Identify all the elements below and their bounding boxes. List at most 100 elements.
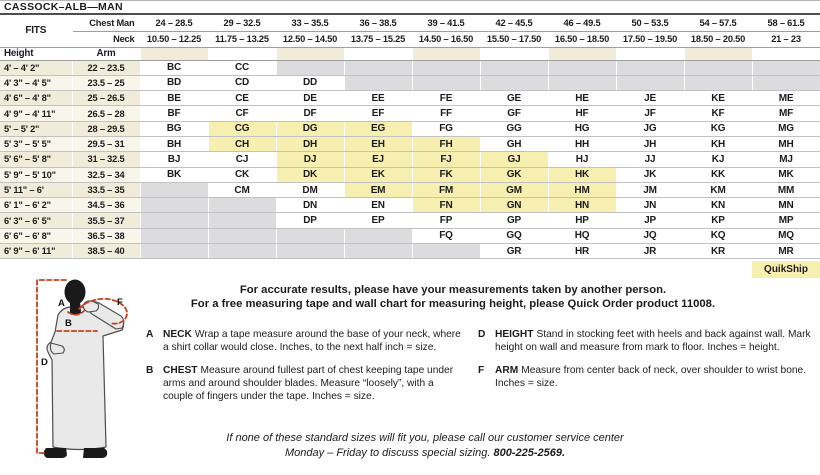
size-cell: GR xyxy=(480,243,549,260)
size-cell xyxy=(140,243,209,260)
size-cell: FF xyxy=(412,105,481,122)
neck-range-cell: 11.75 – 13.25 xyxy=(208,31,277,48)
instruction-name: NECK xyxy=(163,329,192,340)
instruction-text: Measure from center back of neck, over s… xyxy=(495,365,807,389)
arm-cell: 29.5 – 31 xyxy=(72,136,141,153)
size-cell xyxy=(276,243,345,260)
height-cell: 4' 9" – 4' 11" xyxy=(0,105,73,122)
size-cell: MJ xyxy=(752,151,820,168)
size-row: 4' 9" – 4' 11" 26.5 – 28 BF CF DF EF FF GF HF JF K… xyxy=(0,105,820,122)
chest-row-label: Chest Man xyxy=(72,15,141,32)
size-cell: HK xyxy=(548,167,617,183)
size-cell xyxy=(140,182,209,199)
size-cell: FE xyxy=(412,90,481,107)
size-cell: KJ xyxy=(684,151,753,168)
size-cell: MQ xyxy=(752,228,820,245)
chest-range-cell: 42 – 45.5 xyxy=(480,15,549,32)
height-cell: 5' 9" – 5' 10" xyxy=(0,167,73,183)
size-cell: CK xyxy=(208,167,277,183)
size-cell: DF xyxy=(276,105,345,122)
size-cell: HR xyxy=(548,243,617,260)
size-cell xyxy=(208,228,277,245)
arm-cell: 22 – 23.5 xyxy=(72,60,141,76)
size-cell: HH xyxy=(548,136,617,153)
instruction-name: HEIGHT xyxy=(495,329,534,340)
height-cell: 5' 3" – 5' 5" xyxy=(0,136,73,153)
size-cell: JM xyxy=(616,182,685,199)
size-cell: KP xyxy=(684,212,753,229)
size-row: 4' 6" – 4' 8" 25 – 26.5 BE CE DE EE FE GE HE JE KE… xyxy=(0,90,820,107)
size-row: 6' 3" – 6' 5" 35.5 – 37 DP EP FP GP HP JP KP MP xyxy=(0,212,820,229)
size-cell: KN xyxy=(684,197,753,214)
size-cell: CC xyxy=(208,60,277,76)
stripe-cell xyxy=(208,47,277,61)
size-cell: GF xyxy=(480,105,549,122)
size-cell: DP xyxy=(276,212,345,229)
height-cell: 5' 11" – 6' xyxy=(0,182,73,199)
instruction-key: B xyxy=(146,365,154,376)
arm-cell: 25 – 26.5 xyxy=(72,90,141,107)
size-cell: GH xyxy=(480,136,549,153)
stripe-cell xyxy=(276,47,345,61)
size-cell xyxy=(208,197,277,214)
stripe-cell xyxy=(344,47,413,61)
stripe-cell xyxy=(480,47,549,61)
diagram-label-f: F xyxy=(117,297,123,308)
instruction-key: D xyxy=(478,329,486,340)
instruction-item-arm: F ARM Measure from center back of neck, o… xyxy=(478,364,812,390)
size-row: 5' 11" – 6' 33.5 – 35 CM DM EM FM GM HM JM KM MM xyxy=(0,182,820,199)
size-cell: MH xyxy=(752,136,820,153)
size-cell xyxy=(140,212,209,229)
arm-cell: 26.5 – 28 xyxy=(72,105,141,122)
size-cell xyxy=(344,228,413,245)
neck-range-cell: 14.50 – 16.50 xyxy=(412,31,481,48)
instruction-text: Stand in stocking feet with heels and ba… xyxy=(495,329,811,353)
size-cell: KG xyxy=(684,121,753,137)
size-cell xyxy=(344,75,413,92)
size-table: FITS Chest Man 24 – 28.5 29 – 32.5 33 – 35… xyxy=(0,15,820,260)
size-cell: JP xyxy=(616,212,685,229)
footer-note-line-2: Monday – Friday to discuss special sizin… xyxy=(284,446,566,459)
height-cell: 6' 9" – 6' 11" xyxy=(0,243,73,260)
instruction-item-chest: B CHEST Measure around fullest part of ch… xyxy=(146,364,464,403)
size-cell: JJ xyxy=(616,151,685,168)
size-cell: FP xyxy=(412,212,481,229)
size-cell: FK xyxy=(412,167,481,183)
chest-range-cell: 39 – 41.5 xyxy=(412,15,481,32)
chest-range-row: FITS Chest Man 24 – 28.5 29 – 32.5 33 – 35… xyxy=(0,15,820,48)
size-cell: EJ xyxy=(344,151,413,168)
arm-cell: 34.5 – 36 xyxy=(72,197,141,214)
size-cell xyxy=(616,60,685,76)
size-cell: KE xyxy=(684,90,753,107)
size-cell: JH xyxy=(616,136,685,153)
size-cell: DN xyxy=(276,197,345,214)
size-cell: JE xyxy=(616,90,685,107)
size-cell: GP xyxy=(480,212,549,229)
size-cell: MR xyxy=(752,243,820,260)
size-cell: EP xyxy=(344,212,413,229)
size-cell: HJ xyxy=(548,151,617,168)
notes-line-2: For a free measuring tape and wall chart… xyxy=(190,298,716,310)
size-cell: JG xyxy=(616,121,685,137)
chest-range-cell: 33 – 35.5 xyxy=(276,15,345,32)
size-cell xyxy=(480,60,549,76)
quikship-badge: QuikShip xyxy=(752,261,820,278)
size-cell: CG xyxy=(208,121,277,137)
size-cell xyxy=(208,243,277,260)
size-cell: JR xyxy=(616,243,685,260)
size-cell xyxy=(412,75,481,92)
size-cell: MG xyxy=(752,121,820,137)
size-cell: BD xyxy=(140,75,209,92)
height-cell: 6' 1" – 6' 2" xyxy=(0,197,73,214)
diagram-neck xyxy=(70,301,81,315)
size-cell: HM xyxy=(548,182,617,199)
height-cell: 6' 6" – 6' 8" xyxy=(0,228,73,245)
chest-range-cell: 29 – 32.5 xyxy=(208,15,277,32)
size-cell xyxy=(548,75,617,92)
size-cell xyxy=(684,75,753,92)
size-cell: EH xyxy=(344,136,413,153)
instruction-text: Measure around fullest part of chest kee… xyxy=(163,365,454,402)
diagram-head xyxy=(64,279,86,305)
arm-measure-line xyxy=(78,297,128,325)
